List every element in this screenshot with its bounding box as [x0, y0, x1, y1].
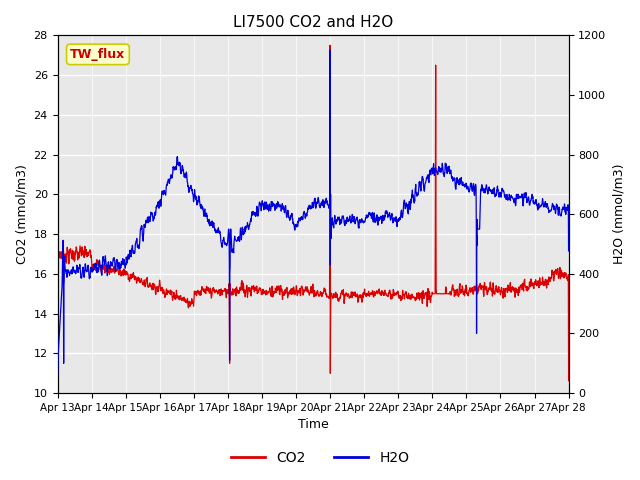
Text: TW_flux: TW_flux	[70, 48, 125, 61]
X-axis label: Time: Time	[298, 419, 328, 432]
Y-axis label: CO2 (mmol/m3): CO2 (mmol/m3)	[15, 164, 28, 264]
Y-axis label: H2O (mmol/m3): H2O (mmol/m3)	[612, 164, 625, 264]
Title: LI7500 CO2 and H2O: LI7500 CO2 and H2O	[233, 15, 393, 30]
Legend: CO2, H2O: CO2, H2O	[225, 445, 415, 471]
